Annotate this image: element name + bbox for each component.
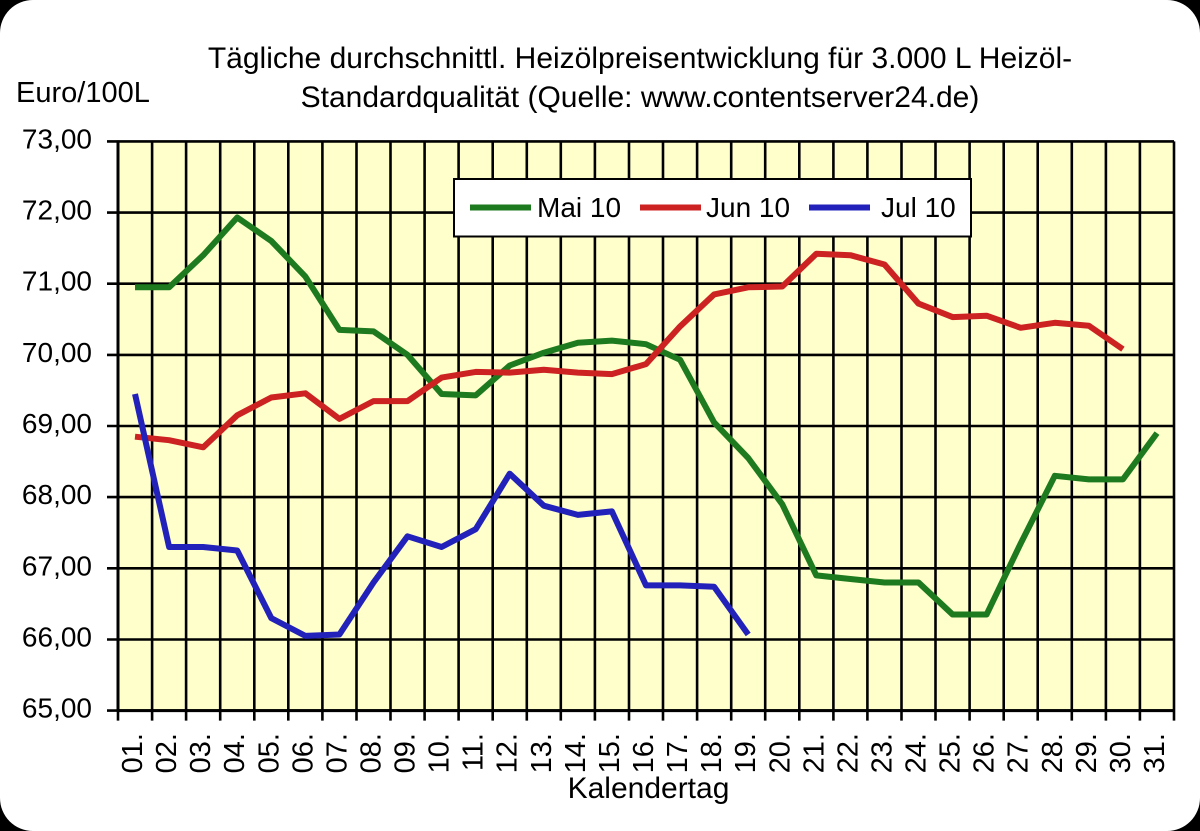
- svg-text:10.: 10.: [424, 733, 456, 773]
- svg-text:21.: 21.: [798, 733, 830, 773]
- svg-text:30.: 30.: [1105, 733, 1137, 773]
- svg-text:19.: 19.: [730, 733, 762, 773]
- svg-text:72,00: 72,00: [22, 195, 92, 226]
- svg-text:Standardqualität (Quelle: www.: Standardqualität (Quelle: www.contentser…: [301, 81, 980, 114]
- svg-text:31.: 31.: [1139, 733, 1171, 773]
- svg-text:05.: 05.: [253, 733, 285, 773]
- svg-text:13.: 13.: [526, 733, 558, 773]
- svg-text:14.: 14.: [560, 733, 592, 773]
- svg-text:Mai 10: Mai 10: [537, 192, 621, 223]
- svg-text:18.: 18.: [696, 733, 728, 773]
- svg-text:12.: 12.: [492, 733, 524, 773]
- svg-text:67,00: 67,00: [22, 550, 92, 581]
- svg-text:28.: 28.: [1037, 733, 1069, 773]
- svg-text:65,00: 65,00: [22, 693, 92, 724]
- svg-text:22.: 22.: [832, 733, 864, 773]
- svg-text:06.: 06.: [287, 733, 319, 773]
- svg-text:03.: 03.: [185, 733, 217, 773]
- svg-text:Tägliche durchschnittl. Heizöl: Tägliche durchschnittl. Heizölpreisentwi…: [208, 42, 1072, 75]
- svg-text:71,00: 71,00: [22, 266, 92, 297]
- svg-text:69,00: 69,00: [22, 408, 92, 439]
- svg-text:08.: 08.: [356, 733, 388, 773]
- svg-text:07.: 07.: [321, 733, 353, 773]
- svg-text:Jul 10: Jul 10: [881, 192, 956, 223]
- svg-text:24.: 24.: [901, 733, 933, 773]
- svg-text:26.: 26.: [969, 733, 1001, 773]
- svg-text:23.: 23.: [867, 733, 899, 773]
- svg-text:15.: 15.: [594, 733, 626, 773]
- svg-text:Euro/100L: Euro/100L: [16, 77, 150, 109]
- svg-text:01.: 01.: [117, 733, 149, 773]
- svg-text:16.: 16.: [628, 733, 660, 773]
- svg-text:Jun 10: Jun 10: [706, 192, 790, 223]
- svg-text:02.: 02.: [151, 733, 183, 773]
- svg-text:09.: 09.: [390, 733, 422, 773]
- svg-text:70,00: 70,00: [22, 337, 92, 368]
- svg-text:73,00: 73,00: [22, 123, 92, 154]
- svg-text:Kalendertag: Kalendertag: [568, 772, 730, 805]
- svg-text:68,00: 68,00: [22, 479, 92, 510]
- svg-text:04.: 04.: [219, 733, 251, 773]
- svg-text:29.: 29.: [1071, 733, 1103, 773]
- svg-text:25.: 25.: [935, 733, 967, 773]
- svg-text:20.: 20.: [764, 733, 796, 773]
- svg-text:11.: 11.: [458, 733, 490, 771]
- svg-text:17.: 17.: [662, 733, 694, 773]
- svg-text:66,00: 66,00: [22, 622, 92, 653]
- svg-text:27.: 27.: [1003, 733, 1035, 773]
